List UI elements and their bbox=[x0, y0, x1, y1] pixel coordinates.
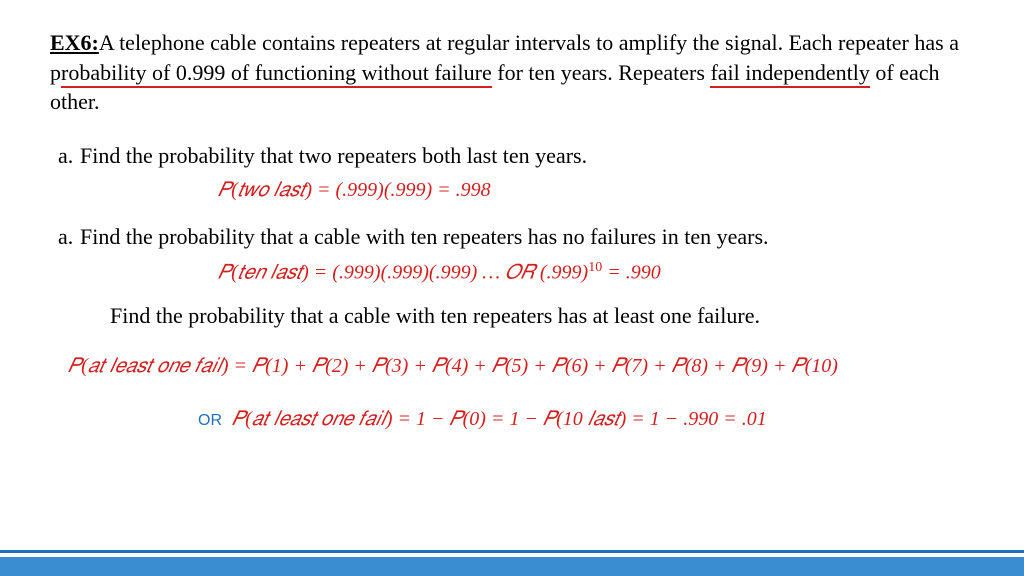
part-b: a. Find the probability that a cable wit… bbox=[50, 224, 974, 250]
highlight-independent: fail independently bbox=[710, 60, 869, 88]
math-at-least-one-sum: 𝑃(𝑎𝑡 𝑙𝑒𝑎𝑠𝑡 𝑜𝑛𝑒 𝑓𝑎𝑖𝑙) = 𝑃(1) + 𝑃(2) + 𝑃(3… bbox=[68, 355, 974, 378]
highlight-probability: robability of 0.999 of functioning witho… bbox=[61, 60, 492, 88]
part-b-text: Find the probability that a cable with t… bbox=[80, 224, 769, 250]
part-c-text: Find the probability that a cable with t… bbox=[110, 303, 974, 329]
math-at-least-one-complement: OR 𝑃(𝑎𝑡 𝑙𝑒𝑎𝑠𝑡 𝑜𝑛𝑒 𝑓𝑎𝑖𝑙) = 1 − 𝑃(0) = 1 − … bbox=[198, 408, 974, 431]
math-ten-last: 𝑃(𝑡𝑒𝑛 𝑙𝑎𝑠𝑡) = (.999)(.999)(.999) … 𝑂𝑅 (.… bbox=[218, 260, 974, 285]
math-two-last: 𝑃(𝑡𝑤𝑜 𝑙𝑎𝑠𝑡) = (.999)(.999) = .998 bbox=[218, 179, 974, 202]
math-complement-body: 𝑃(𝑎𝑡 𝑙𝑒𝑎𝑠𝑡 𝑜𝑛𝑒 𝑓𝑎𝑖𝑙) = 1 − 𝑃(0) = 1 − 𝑃(… bbox=[232, 408, 767, 430]
ex-label: EX6: bbox=[50, 30, 99, 55]
math-ten-last-exp: 10 bbox=[588, 260, 602, 275]
or-label: OR bbox=[198, 412, 222, 429]
intro-text-2: for ten years. Repeaters bbox=[492, 60, 711, 85]
part-b-letter: a. bbox=[50, 224, 80, 250]
problem-statement: EX6:A telephone cable contains repeaters… bbox=[50, 28, 974, 117]
part-a-letter: a. bbox=[50, 143, 80, 169]
slide-footer bbox=[0, 550, 1024, 576]
footer-bar bbox=[0, 557, 1024, 576]
part-a: a. Find the probability that two repeate… bbox=[50, 143, 974, 169]
math-ten-last-a: 𝑃(𝑡𝑒𝑛 𝑙𝑎𝑠𝑡) = (.999)(.999)(.999) … 𝑂𝑅 (.… bbox=[218, 262, 588, 284]
math-ten-last-b: = .990 bbox=[602, 262, 661, 284]
slide: EX6:A telephone cable contains repeaters… bbox=[0, 0, 1024, 576]
part-a-text: Find the probability that two repeaters … bbox=[80, 143, 587, 169]
